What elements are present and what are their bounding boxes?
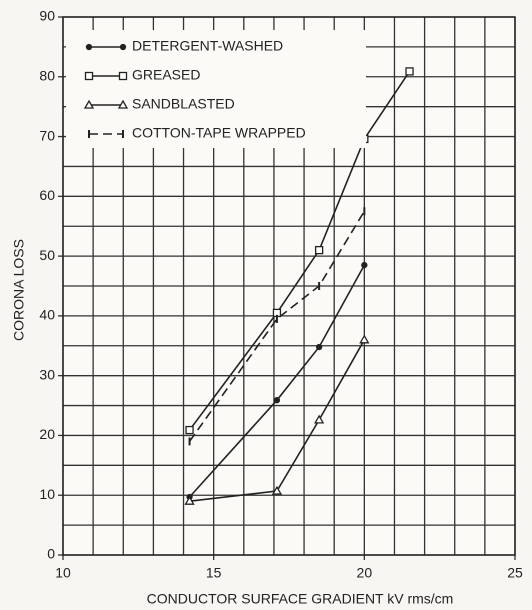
y-tick-label: 10 <box>39 486 55 502</box>
y-tick-label: 20 <box>39 426 55 442</box>
data-point <box>184 495 195 505</box>
data-point <box>405 67 414 76</box>
y-tick-label: 0 <box>47 546 55 562</box>
x-tick-label: 25 <box>507 565 523 581</box>
y-tick-label: 50 <box>39 247 55 263</box>
legend-label: GREASED <box>132 67 200 83</box>
data-point <box>273 397 281 404</box>
data-point <box>315 343 323 351</box>
data-line <box>188 264 366 498</box>
y-tick-label: 90 <box>39 8 55 24</box>
data-point <box>361 261 368 269</box>
legend-label: DETERGENT-WASHED <box>132 38 283 54</box>
y-tick-label: 60 <box>39 187 55 203</box>
legend-marker <box>83 99 95 109</box>
data-line <box>188 210 366 442</box>
y-axis-label: CORONA LOSS <box>11 239 27 341</box>
legend-box <box>66 30 366 148</box>
x-tick-label: 15 <box>206 565 222 581</box>
data-point <box>314 414 325 424</box>
data-point <box>271 485 283 495</box>
legend: DETERGENT-WASHED GREASED SANDBLASTED COTTON… <box>66 30 366 148</box>
y-tick-label: 40 <box>39 307 55 323</box>
legend-marker <box>85 43 93 51</box>
legend-label: COTTON-TAPE WRAPPED <box>132 125 306 141</box>
plot-frame <box>62 16 516 556</box>
x-axis-label: CONDUCTOR SURFACE GRADIENT kV rms/cm <box>147 591 454 607</box>
y-tick-label: 30 <box>39 366 55 382</box>
legend-label: SANDBLASTED <box>132 96 235 112</box>
x-tick-label: 20 <box>357 565 373 581</box>
legend-marker <box>118 71 128 81</box>
x-tick-label: 10 <box>55 565 71 581</box>
data-point <box>185 425 194 435</box>
legend-marker <box>119 43 127 51</box>
legend-marker <box>84 71 94 81</box>
legend-marker <box>117 99 129 109</box>
data-point <box>359 334 370 344</box>
y-tick-label: 70 <box>39 127 55 143</box>
y-tick-label: 80 <box>39 67 55 83</box>
data-point <box>314 245 324 255</box>
data-line <box>189 339 366 502</box>
